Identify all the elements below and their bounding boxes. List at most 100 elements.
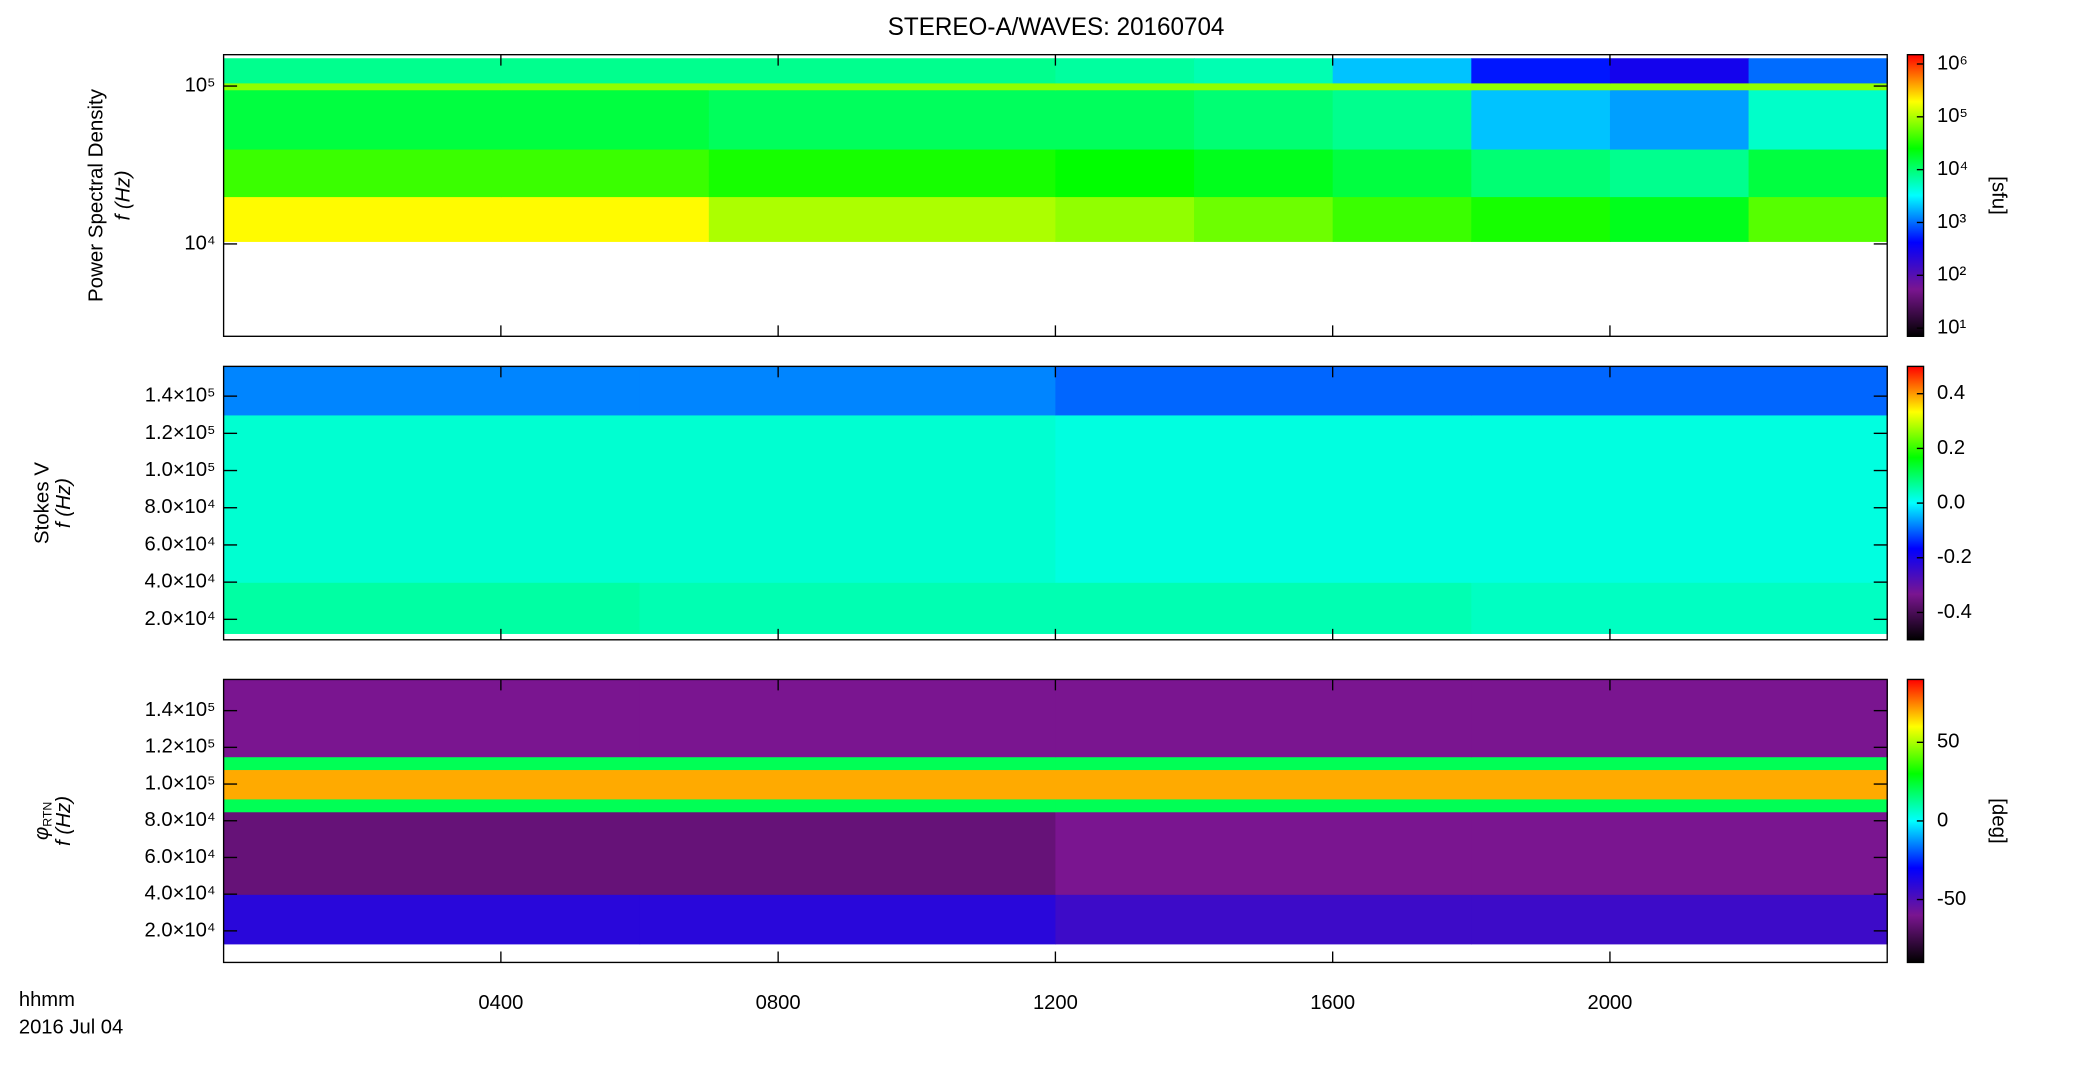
y-tick-label: 1.2×10⁵ bbox=[145, 736, 216, 758]
spectrogram-cell bbox=[1471, 756, 1888, 771]
x-tick-label: 1200 bbox=[1033, 992, 1078, 1014]
spectrogram-cell bbox=[708, 196, 1057, 242]
colorbar-tick-label: -0.2 bbox=[1937, 546, 1972, 568]
spectrogram-cell bbox=[1055, 769, 1472, 800]
spectrogram-cell bbox=[1609, 148, 1750, 198]
y-tick-label: 1.0×10⁵ bbox=[145, 459, 216, 481]
y-tick-label: 1.4×10⁵ bbox=[145, 384, 216, 406]
spectrogram-cell bbox=[639, 769, 1057, 800]
colorbar-tick-label: 10² bbox=[1937, 264, 1966, 286]
spectrogram-cell bbox=[1471, 196, 1611, 242]
spectrogram-cell bbox=[223, 798, 641, 813]
spectrogram-cell bbox=[223, 894, 641, 945]
spectrogram-cell bbox=[1194, 82, 1334, 91]
spectrogram-cell bbox=[1194, 89, 1334, 150]
spectrogram-cell bbox=[500, 89, 710, 150]
spectrogram-cell bbox=[1609, 89, 1750, 150]
spectrogram-cell bbox=[1471, 679, 1888, 758]
spectrogram-cell bbox=[1055, 679, 1472, 758]
spectrogram-cell bbox=[1055, 414, 1472, 583]
spectrogram-cell bbox=[1471, 366, 1888, 416]
spectrogram-cell bbox=[1055, 58, 1195, 84]
spectrogram-cell bbox=[639, 582, 1057, 634]
colorbar-tick-label: 0.0 bbox=[1937, 491, 1965, 513]
spectrogram-cell bbox=[639, 894, 1057, 945]
spectrogram-cell bbox=[223, 414, 641, 583]
spectrogram-cell bbox=[639, 679, 1057, 758]
spectrogram-cell bbox=[1609, 82, 1750, 91]
spectrogram-cell bbox=[1332, 89, 1472, 150]
spectrogram-cell bbox=[708, 89, 1057, 150]
colorbar-tick-label: 10⁴ bbox=[1937, 158, 1968, 180]
y-tick-label: 8.0×10⁴ bbox=[145, 809, 216, 831]
spectrogram-cell bbox=[1609, 196, 1750, 242]
spectrogram-cell bbox=[223, 811, 641, 895]
colorbar-label: [sfu] bbox=[1987, 176, 2009, 215]
colorbar-tick-label: 10⁶ bbox=[1937, 52, 1968, 74]
spectrogram-cell bbox=[223, 756, 641, 771]
spectrogram-cell bbox=[1332, 58, 1472, 84]
spectrogram-cell bbox=[223, 769, 641, 800]
spectrogram-cell bbox=[1748, 196, 1888, 242]
time-label: hhmm bbox=[19, 989, 75, 1011]
colorbar-tick-label: 10⁵ bbox=[1937, 105, 1968, 127]
colorbar-tick-label: 0.2 bbox=[1937, 437, 1965, 459]
spectrogram-cell bbox=[708, 148, 1057, 198]
spectrogram-cell bbox=[1055, 756, 1472, 771]
spectrogram-cell bbox=[223, 366, 641, 416]
spectrogram-cell bbox=[1332, 196, 1472, 242]
spectrogram-cell bbox=[1471, 82, 1611, 91]
spectrogram-cell bbox=[500, 82, 710, 91]
spectrogram-cell bbox=[1609, 58, 1750, 84]
colorbar-tick-label: 0.4 bbox=[1937, 382, 1965, 404]
spectrogram-cell bbox=[639, 811, 1057, 895]
spectrogram-cell bbox=[223, 82, 502, 91]
spectrogram-cell bbox=[1471, 894, 1888, 945]
colorbar-label: [deg] bbox=[1987, 798, 2009, 844]
y-label: Stokes V bbox=[32, 462, 54, 544]
spectrogram-cell bbox=[223, 89, 502, 150]
y-label: f (Hz) bbox=[112, 170, 134, 220]
spectrogram-cell bbox=[1055, 148, 1195, 198]
spectrogram-cell bbox=[1748, 89, 1888, 150]
y-tick-label: 2.0×10⁴ bbox=[145, 608, 216, 630]
y-tick-label: 10⁵ bbox=[185, 74, 216, 96]
y-tick-label: 6.0×10⁴ bbox=[145, 846, 216, 868]
spectrogram-cell bbox=[500, 58, 710, 84]
colorbar bbox=[1906, 53, 1925, 337]
spectrogram-cell bbox=[1748, 82, 1888, 91]
colorbar-tick-label: 10¹ bbox=[1937, 316, 1966, 338]
spectrogram-cell bbox=[1194, 196, 1334, 242]
y-label-symbol: φ bbox=[32, 827, 54, 840]
spectrogram-cell bbox=[1471, 798, 1888, 813]
colorbar-tick-label: 50 bbox=[1937, 731, 1959, 753]
spectrogram-cell bbox=[639, 366, 1057, 416]
colorbar-tick-label: -50 bbox=[1937, 888, 1966, 910]
colorbar-tick-label: -0.4 bbox=[1937, 601, 1972, 623]
spectrogram-cell bbox=[1332, 82, 1472, 91]
y-tick-label: 4.0×10⁴ bbox=[145, 570, 216, 592]
spectrogram-cell bbox=[1471, 58, 1611, 84]
spectrogram-cell bbox=[1748, 58, 1888, 84]
y-tick-label: 1.0×10⁵ bbox=[145, 772, 216, 794]
spectrogram-cell bbox=[1471, 148, 1611, 198]
x-tick-label: 0400 bbox=[478, 992, 523, 1014]
y-label: Power Spectral Density bbox=[85, 88, 107, 302]
date-label: 2016 Jul 04 bbox=[19, 1016, 123, 1038]
spectrogram-cell bbox=[500, 148, 710, 198]
y-tick-label: 8.0×10⁴ bbox=[145, 496, 216, 518]
spectrogram-cell bbox=[1055, 89, 1195, 150]
spectrogram-cell bbox=[708, 82, 1057, 91]
y-tick-label: 6.0×10⁴ bbox=[145, 533, 216, 555]
spectrogram-cell bbox=[223, 679, 641, 758]
y-label: φRTN bbox=[32, 802, 55, 840]
spectrogram-cell bbox=[223, 58, 502, 84]
spectrogram-cell bbox=[1471, 89, 1611, 150]
spectrogram-cell bbox=[1471, 811, 1888, 895]
y-tick-label: 10⁴ bbox=[184, 232, 215, 254]
colorbar-tick-label: 0 bbox=[1937, 809, 1948, 831]
spectrogram-cell bbox=[1055, 894, 1472, 945]
y-tick-label: 1.2×10⁵ bbox=[145, 422, 216, 444]
x-tick-label: 2000 bbox=[1587, 992, 1632, 1014]
